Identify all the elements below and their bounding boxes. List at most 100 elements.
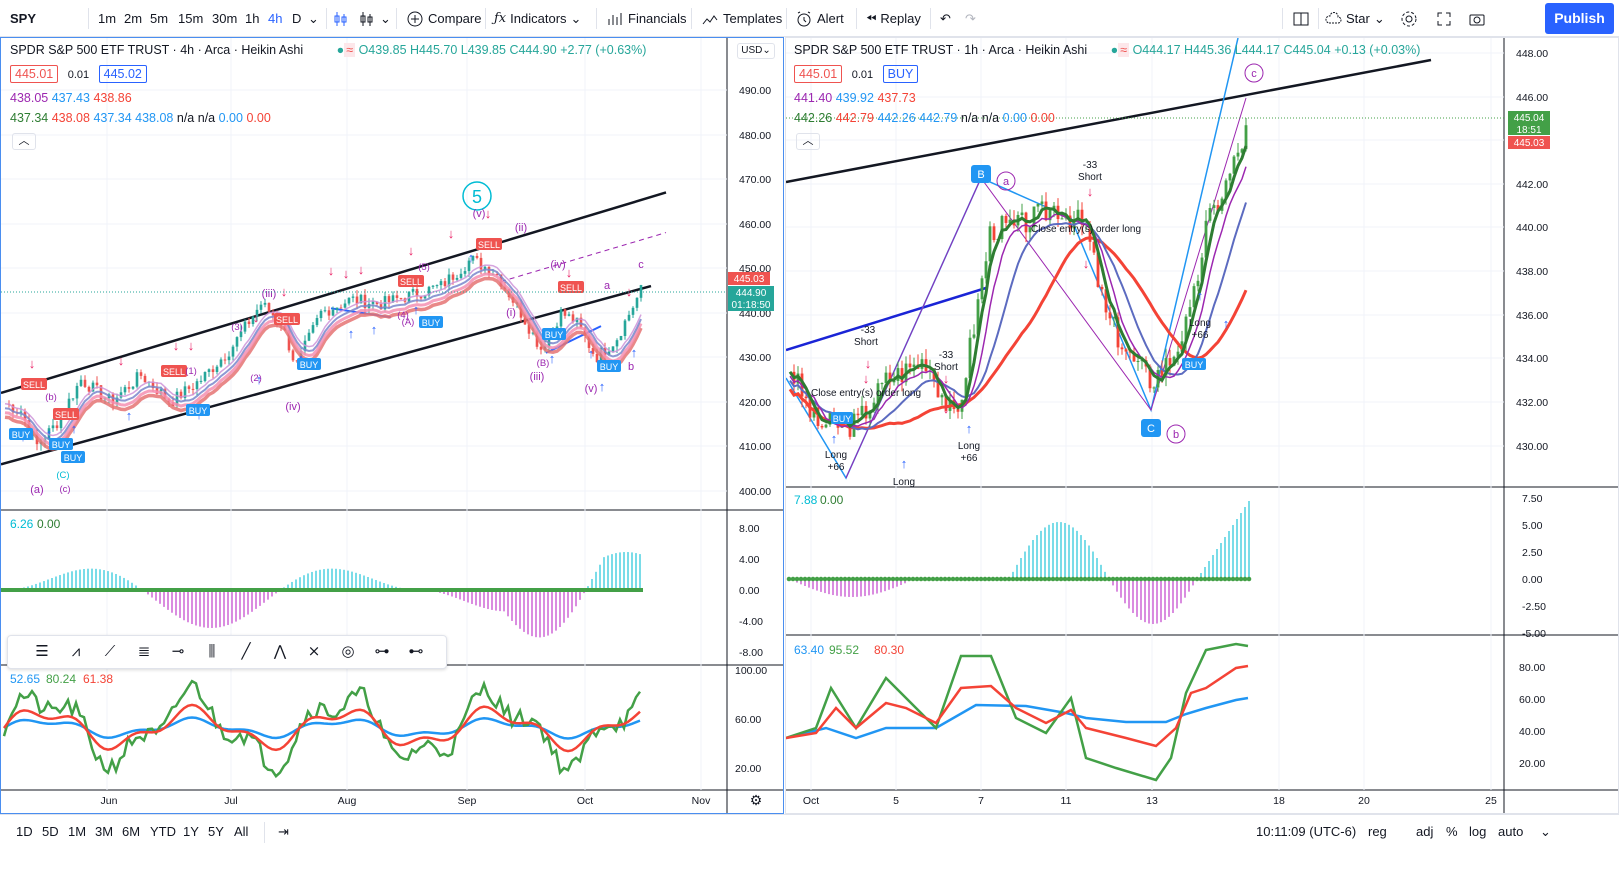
left-ohlc-close: C444.90 [509, 43, 557, 57]
buy-tag-label: BUY [422, 318, 441, 328]
financials-label: Financials [628, 11, 687, 26]
interval-30m[interactable]: 30m [212, 11, 238, 26]
collapse-legend-button[interactable]: ︿ [796, 133, 820, 150]
fib-icon[interactable]: ≣ [137, 643, 151, 660]
percent-toggle[interactable]: % [1446, 824, 1458, 839]
candle-body [884, 372, 888, 384]
bar-style-button[interactable] [332, 0, 350, 37]
lines-icon[interactable]: ☰ [35, 643, 49, 660]
right-chart-pane[interactable]: 448.00446.00444.00442.00440.00438.00436.… [785, 37, 1619, 814]
right-buy-button[interactable]: BUY [882, 65, 919, 83]
interval-1h[interactable]: 1h [245, 11, 260, 26]
settings-button[interactable] [1400, 0, 1418, 37]
right-eye-icon[interactable]: ● [1110, 43, 1119, 57]
osc-zero-dot [954, 576, 960, 582]
abc-pattern-icon[interactable]: ⩘ [71, 643, 81, 660]
interval-dropdown[interactable]: ⌄ [308, 0, 319, 37]
time-tick-label: 25 [1485, 795, 1497, 807]
left-chart-pane[interactable]: 490.00 480.00 470.00 460.00 450.00 440.00 430.… [0, 37, 784, 814]
range-All[interactable]: All [234, 824, 249, 839]
candle-body [631, 307, 635, 315]
candle-body [483, 266, 487, 270]
left-wave-icon[interactable]: ≈ [344, 43, 356, 57]
time-tick-label: 13 [1146, 795, 1158, 807]
range-6M[interactable]: 6M [122, 824, 141, 839]
left-eye-icon[interactable]: ● [336, 43, 345, 57]
layout-button[interactable] [1292, 0, 1310, 37]
range-1M[interactable]: 1M [68, 824, 87, 839]
range-YTD[interactable]: YTD [150, 824, 176, 839]
interval-5m[interactable]: 5m [150, 11, 169, 26]
countdown-label: 01:18:50 [732, 300, 771, 311]
candle-body [1092, 241, 1096, 253]
wave-5-circle [462, 181, 492, 211]
range-5Y[interactable]: 5Y [208, 824, 224, 839]
candle-body [415, 289, 419, 297]
osc-zero-dot [1034, 576, 1040, 582]
left-sell-button[interactable]: 445.01 [10, 65, 59, 83]
clock-time[interactable]: 10:11:09 (UTC-6) [1256, 824, 1357, 839]
chevron-down-icon: ⌄ [380, 10, 391, 26]
candle-body [595, 353, 599, 363]
right-ohlc-open: O444.17 [1132, 43, 1181, 57]
right-chart-canvas[interactable]: 448.00446.00444.00442.00440.00438.00436.… [786, 38, 1618, 813]
price-tick-label: 400.00 [739, 486, 771, 498]
sell-arrow-icon: ↓ [943, 371, 950, 386]
value: 0.00 [1002, 111, 1027, 125]
sell-tag [53, 408, 79, 420]
compare-button[interactable]: Compare [406, 0, 481, 37]
undo-button[interactable]: ↶ [940, 0, 951, 37]
sell-tag [274, 313, 300, 325]
candle-body [888, 372, 892, 383]
symbol-search[interactable]: SPY [10, 0, 36, 37]
measure-icon[interactable]: ⊶ [374, 643, 390, 660]
right-wave-icon[interactable]: ≈ [1118, 43, 1130, 57]
value: 442.79 [835, 111, 874, 125]
indicators-button[interactable]: ƒx Indicators ⌄ [494, 0, 581, 37]
cycle-icon[interactable]: ◎ [341, 643, 355, 660]
right-sell-button[interactable]: 445.01 [794, 65, 843, 83]
templates-button[interactable]: Templates [701, 0, 782, 37]
currency-button[interactable]: USD⌄ [737, 43, 775, 59]
candle-body [335, 307, 339, 310]
ray-icon[interactable]: ╱ [241, 643, 251, 660]
fullscreen-button[interactable] [1435, 0, 1453, 37]
elliott-wave-icon[interactable]: ⋀ [273, 643, 287, 660]
adj-toggle[interactable]: adj [1416, 824, 1434, 839]
replay-button[interactable]: ⏪︎ Replay [866, 0, 921, 37]
collapse-legend-button[interactable]: ︿ [12, 133, 36, 150]
interval-2m[interactable]: 2m [124, 11, 143, 26]
range-5D[interactable]: 5D [42, 824, 59, 839]
candle-body [311, 325, 315, 333]
candle-body [860, 405, 864, 416]
bottom-settings-button[interactable]: ⌄ [1540, 815, 1551, 849]
xabcd-icon[interactable]: ⨯ [307, 643, 321, 660]
range-1Y[interactable]: 1Y [183, 824, 199, 839]
candle-body [135, 372, 139, 387]
trend-line-icon[interactable]: ⟋ [104, 643, 116, 660]
date-range-icon[interactable]: ⊷ [408, 643, 424, 660]
alert-button[interactable]: Alert [795, 0, 844, 37]
interval-1m[interactable]: 1m [98, 11, 117, 26]
redo-button[interactable]: ↷ [965, 0, 976, 37]
left-buy-button[interactable]: 445.02 [98, 65, 147, 83]
sell-arrow-icon: ↓ [1083, 256, 1090, 271]
log-toggle[interactable]: log [1469, 824, 1487, 839]
gann-icon[interactable]: ⫼ [208, 643, 216, 660]
publish-button[interactable]: Publish [1545, 3, 1614, 34]
osc-zero-dot [1182, 576, 1188, 582]
interval-D[interactable]: D [292, 11, 302, 26]
chart-type-button[interactable]: ⌄ [358, 0, 391, 37]
interval-15m[interactable]: 15m [178, 11, 204, 26]
auto-toggle[interactable]: auto [1498, 824, 1524, 839]
range-3M[interactable]: 3M [95, 824, 114, 839]
save-star-button[interactable]: Star ⌄ [1324, 0, 1385, 37]
left-chart-canvas[interactable]: 490.00480.00470.00460.00450.00440.00430.… [1, 38, 783, 813]
financials-button[interactable]: Financials [606, 0, 687, 37]
snapshot-button[interactable] [1468, 0, 1486, 37]
interval-4h[interactable]: 4h [268, 11, 283, 26]
horizontal-ray-icon[interactable]: ⊸ [171, 643, 185, 660]
range-1D[interactable]: 1D [16, 824, 33, 839]
session-reg[interactable]: reg [1368, 824, 1387, 839]
goto-date-button[interactable]: ⇥ [278, 815, 289, 849]
